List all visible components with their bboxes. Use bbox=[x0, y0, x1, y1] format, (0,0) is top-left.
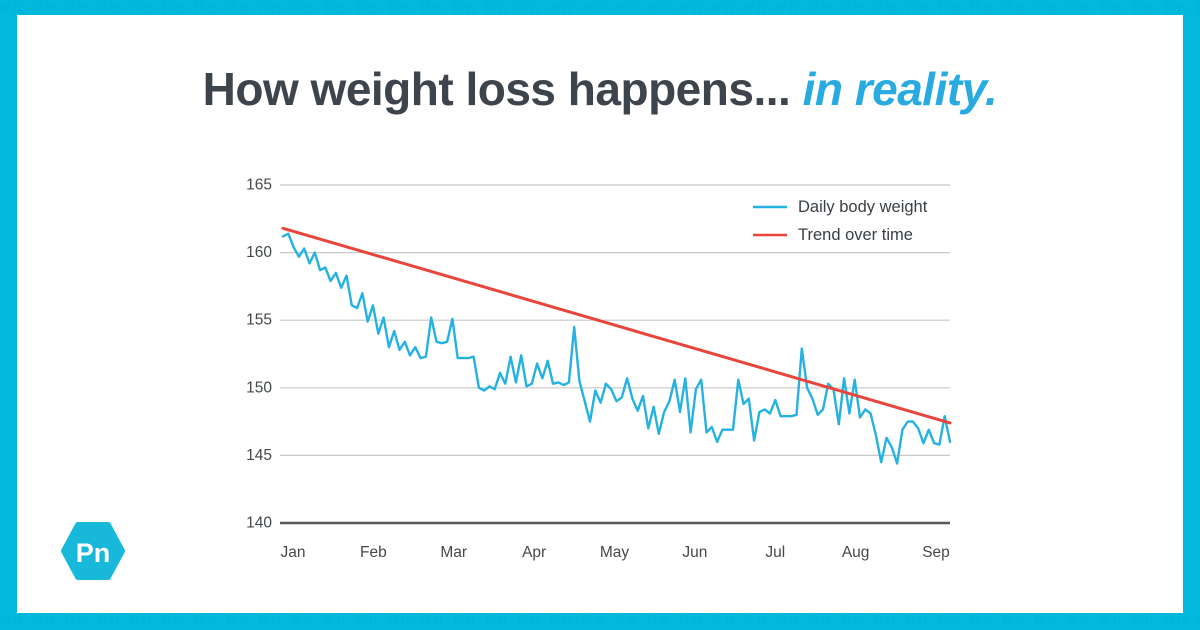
x-tick-label: Feb bbox=[360, 544, 387, 561]
x-tick-label: Apr bbox=[522, 544, 546, 561]
trend-line bbox=[281, 226, 952, 425]
y-tick-label: 165 bbox=[246, 177, 272, 194]
y-tick-label: 155 bbox=[246, 312, 272, 329]
brand-logo: Pn bbox=[60, 520, 126, 587]
x-tick-label: Aug bbox=[842, 544, 870, 561]
card-background bbox=[17, 15, 1183, 613]
y-tick-label: 150 bbox=[246, 379, 272, 396]
x-tick-label: Jan bbox=[281, 544, 306, 561]
page-title: How weight loss happens... in reality. bbox=[0, 62, 1200, 116]
x-tick-label: Jun bbox=[682, 544, 707, 561]
legend-label-trend: Trend over time bbox=[798, 226, 913, 244]
logo-text: Pn bbox=[76, 538, 111, 568]
x-tick-label: May bbox=[600, 544, 630, 561]
x-tick-label: Mar bbox=[440, 544, 467, 561]
logo-hexagon-shape bbox=[61, 522, 125, 580]
y-tick-label: 140 bbox=[246, 515, 272, 532]
title-main-text: How weight loss happens... bbox=[202, 63, 803, 115]
y-tick-label: 160 bbox=[246, 244, 272, 261]
title-accent-text: in reality. bbox=[802, 63, 998, 115]
legend-label-daily: Daily body weight bbox=[798, 198, 928, 216]
x-tick-label: Jul bbox=[765, 544, 785, 561]
hexagon-logo-icon: Pn bbox=[61, 522, 125, 580]
y-tick-label: 145 bbox=[246, 447, 272, 464]
daily-weight-line bbox=[281, 232, 952, 465]
x-tick-label: Sep bbox=[922, 544, 950, 561]
